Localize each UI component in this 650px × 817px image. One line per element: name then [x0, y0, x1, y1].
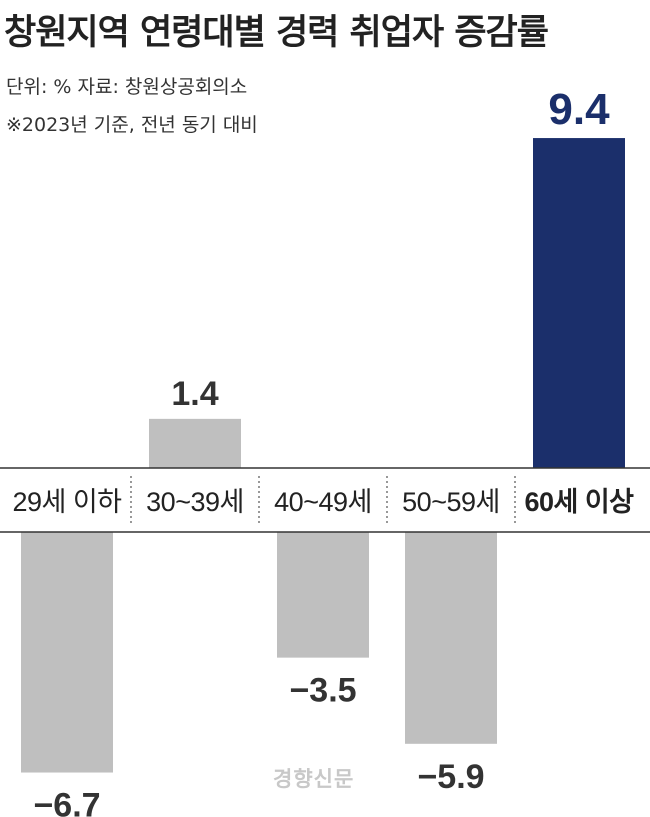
watermark: 경향신문 — [273, 767, 355, 791]
value-label: 9.4 — [548, 85, 610, 134]
unit-source-note: 단위: % 자료: 창원상공회의소 — [6, 76, 248, 98]
bar — [277, 532, 369, 658]
bar — [21, 532, 113, 773]
bar — [149, 418, 241, 468]
value-label: 1.4 — [171, 375, 218, 413]
value-label: −5.9 — [417, 758, 484, 796]
chart-title: 창원지역 연령대별 경력 취업자 증감률 — [4, 13, 549, 53]
category-label: 50~59세 — [402, 487, 500, 517]
category-label: 29세 이하 — [12, 487, 122, 517]
bar — [405, 532, 497, 744]
category-label: 30~39세 — [146, 487, 244, 517]
category-label: 40~49세 — [274, 487, 372, 517]
category-axis: 29세 이하 30~39세 40~49세 50~59세 60세 이상 — [0, 467, 650, 533]
value-label: −6.7 — [33, 787, 100, 817]
basis-note: ※2023년 기준, 전년 동기 대비 — [6, 114, 258, 136]
value-labels-group: −6.7 1.4 −3.5 −5.9 9.4 — [33, 85, 610, 817]
category-label: 60세 이상 — [524, 487, 634, 517]
value-label: −3.5 — [289, 672, 356, 710]
bar-highlight — [533, 138, 625, 468]
bars-group — [21, 138, 625, 773]
